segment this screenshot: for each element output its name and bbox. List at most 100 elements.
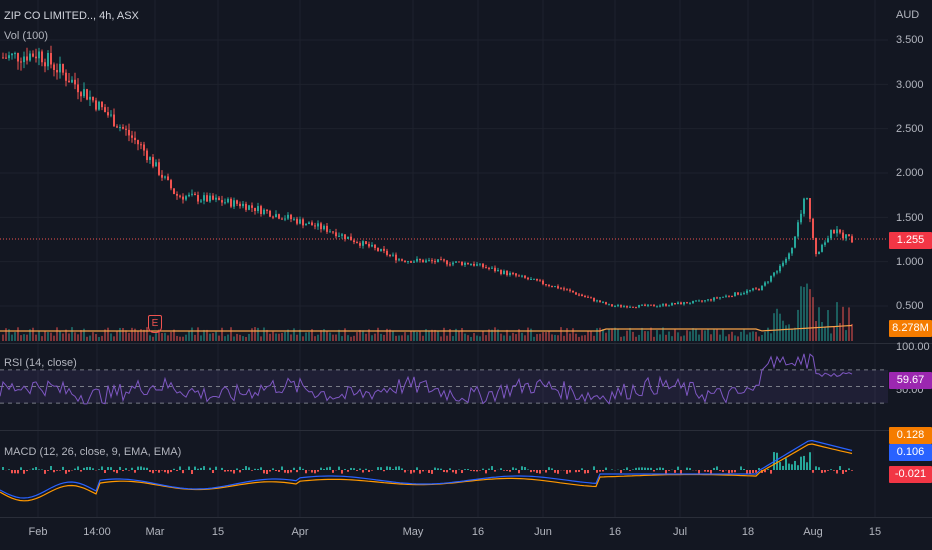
macd-histogram-bar	[392, 469, 394, 470]
volume-bar	[17, 327, 19, 341]
macd-histogram-bar	[842, 470, 844, 474]
candle-body	[635, 307, 637, 309]
volume-bar	[398, 335, 400, 341]
volume-bar	[299, 329, 301, 341]
macd-histogram-bar	[653, 470, 655, 472]
volume-bar	[698, 334, 700, 341]
macd-histogram-bar	[851, 470, 853, 471]
macd-histogram-bar	[584, 470, 586, 474]
macd-histogram-bar	[599, 470, 601, 472]
macd-label[interactable]: MACD (12, 26, close, 9, EMA, EMA)	[4, 446, 182, 458]
volume-bar	[14, 332, 16, 341]
macd-histogram-bar	[512, 467, 514, 470]
candle-body	[722, 296, 724, 298]
volume-bar	[575, 333, 577, 341]
symbol-title[interactable]: ZIP CO LIMITED.., 4h, ASX	[4, 10, 139, 22]
candle-body	[158, 162, 160, 175]
macd-histogram-bar	[140, 466, 142, 470]
candle-body	[737, 292, 739, 295]
macd-histogram-bar	[527, 469, 529, 470]
candle-body	[449, 264, 451, 266]
candle-body	[5, 57, 7, 59]
volume-bar	[779, 313, 781, 341]
candle-body	[74, 79, 76, 85]
candle-body	[305, 224, 307, 226]
macd-histogram-bar	[164, 470, 166, 473]
volume-bar	[62, 333, 64, 341]
volume-bar	[653, 336, 655, 341]
macd-histogram-bar	[20, 467, 22, 470]
macd-histogram-bar	[236, 468, 238, 470]
volume-indicator-label[interactable]: Vol (100)	[4, 30, 49, 42]
earnings-marker[interactable]: E	[148, 315, 162, 333]
macd-histogram-bar	[413, 470, 415, 473]
candle-body	[791, 247, 793, 254]
volume-bar	[743, 329, 745, 341]
volume-bar	[482, 330, 484, 341]
volume-bar	[308, 332, 310, 341]
candle-body	[452, 262, 454, 265]
volume-bar	[452, 336, 454, 341]
rsi-line	[0, 353, 853, 405]
macd-histogram-bar	[191, 470, 193, 474]
volume-bar	[530, 328, 532, 341]
candle-body	[644, 304, 646, 306]
candle-body	[191, 193, 193, 195]
currency-label[interactable]: AUD	[896, 9, 920, 21]
candle-body	[512, 272, 514, 274]
macd-histogram-bar	[362, 470, 364, 473]
volume-bar	[686, 330, 688, 341]
volume-bar	[467, 335, 469, 341]
macd-histogram-bar	[17, 470, 19, 474]
volume-bar	[716, 328, 718, 341]
volume-bar	[782, 320, 784, 341]
pane-separator-rsi[interactable]	[0, 343, 932, 344]
macd-histogram-bar	[323, 468, 325, 470]
volume-bar	[476, 335, 478, 341]
macd-histogram-bar	[224, 470, 226, 472]
volume-bar	[404, 332, 406, 341]
rsi-label[interactable]: RSI (14, close)	[4, 357, 77, 369]
macd-histogram-bar	[56, 470, 58, 471]
volume-bar	[257, 327, 259, 341]
candle-body	[314, 225, 316, 227]
candle-body	[461, 261, 463, 265]
volume-bar	[128, 332, 130, 341]
candle-body	[308, 222, 310, 225]
volume-bar	[392, 331, 394, 341]
volume-bar	[428, 330, 430, 341]
macd-histogram-bar	[746, 470, 748, 474]
macd-histogram-bar	[821, 470, 823, 473]
candle-body	[755, 288, 757, 290]
pane-separator-macd[interactable]	[0, 430, 932, 431]
macd-histogram-bar	[8, 469, 10, 470]
candle-body	[239, 203, 241, 207]
volume-bar	[596, 328, 598, 341]
macd-histogram-bar	[464, 469, 466, 470]
macd-histogram-bar	[764, 470, 766, 473]
macd-histogram-bar	[410, 470, 412, 474]
candle-body	[740, 293, 742, 295]
volume-bar	[773, 313, 775, 341]
candle-body	[8, 55, 10, 59]
volume-bar	[713, 329, 715, 341]
macd-histogram-bar	[197, 468, 199, 470]
volume-bar	[11, 334, 13, 341]
candle-body	[182, 196, 184, 200]
macd-histogram-bar	[194, 466, 196, 470]
candle-body	[695, 300, 697, 302]
macd-histogram-bar	[791, 464, 793, 470]
candle-body	[818, 251, 820, 255]
volume-bar	[32, 327, 34, 341]
volume-bar	[320, 330, 322, 341]
macd-histogram-bar	[173, 468, 175, 470]
candle-body	[107, 112, 109, 116]
candle-body	[401, 259, 403, 261]
macd-histogram-bar	[398, 466, 400, 470]
candle-body	[266, 209, 268, 211]
candle-body	[602, 302, 604, 304]
macd-histogram-bar	[809, 452, 811, 470]
volume-bar	[209, 333, 211, 341]
candle-body	[614, 306, 616, 308]
